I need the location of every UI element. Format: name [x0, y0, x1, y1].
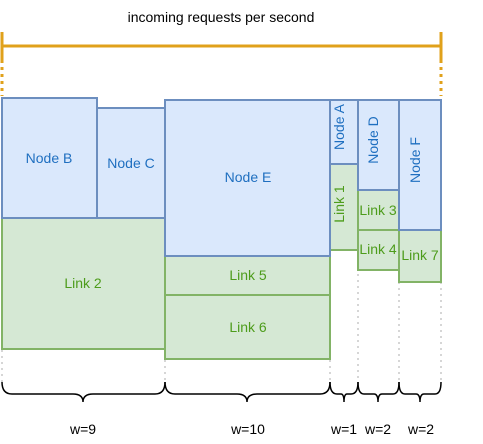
- link-4-label: Link 4: [359, 241, 397, 257]
- node-a[interactable]: Node A: [329, 99, 359, 165]
- link-7-label: Link 7: [401, 247, 439, 263]
- weight-label-1: w=9: [69, 421, 96, 437]
- link-4[interactable]: Link 4: [357, 229, 400, 271]
- diagram-title: incoming requests per second: [128, 9, 315, 25]
- brace-group-5: [398, 381, 442, 403]
- incoming-requests-bar: [0, 32, 443, 96]
- weight-label-5: w=2: [407, 421, 434, 437]
- brace-group-4: [357, 381, 400, 403]
- weight-braces: [1, 381, 442, 403]
- node-d[interactable]: Node D: [357, 99, 400, 191]
- weight-label-3: w=1: [330, 421, 357, 437]
- link-6-label: Link 6: [229, 319, 267, 335]
- weight-label-4: w=2: [364, 421, 391, 437]
- link-2[interactable]: Link 2: [1, 217, 166, 350]
- link-5-label: Link 5: [229, 267, 267, 283]
- link-1[interactable]: Link 1: [329, 163, 359, 251]
- node-c-label: Node C: [107, 155, 154, 171]
- node-b[interactable]: Node B: [1, 97, 98, 219]
- node-e-label: Node E: [225, 169, 272, 185]
- node-c[interactable]: Node C: [96, 107, 166, 219]
- weight-label-2: w=10: [230, 421, 265, 437]
- node-a-label: Node A: [331, 103, 347, 150]
- column-guides: [1, 250, 442, 382]
- link-7[interactable]: Link 7: [398, 229, 442, 283]
- node-f-label: Node F: [407, 137, 423, 183]
- brace-group-3: [329, 381, 359, 403]
- link-6[interactable]: Link 6: [164, 294, 331, 360]
- node-b-label: Node B: [26, 150, 73, 166]
- node-e[interactable]: Node E: [164, 99, 331, 257]
- brace-group-2: [164, 381, 331, 403]
- node-f[interactable]: Node F: [398, 99, 442, 231]
- link-1-label: Link 1: [331, 185, 347, 223]
- brace-group-1: [1, 381, 166, 403]
- link-3-label: Link 3: [359, 202, 397, 218]
- link-2-label: Link 2: [64, 275, 102, 291]
- link-5[interactable]: Link 5: [164, 255, 331, 296]
- node-d-label: Node D: [365, 116, 381, 163]
- link-3[interactable]: Link 3: [357, 189, 400, 231]
